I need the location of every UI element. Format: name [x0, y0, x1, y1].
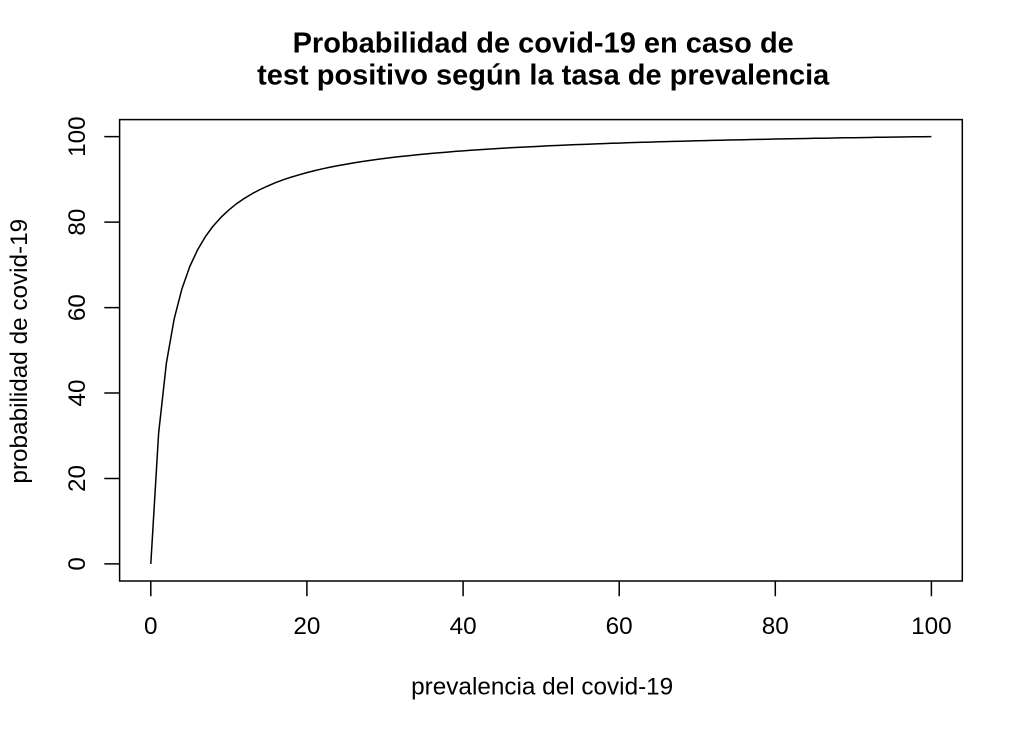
- svg-text:20: 20: [293, 613, 320, 640]
- svg-text:40: 40: [64, 379, 91, 406]
- svg-text:prevalencia del covid-19: prevalencia del covid-19: [411, 673, 673, 700]
- svg-text:100: 100: [64, 116, 91, 157]
- svg-text:80: 80: [64, 209, 91, 236]
- svg-text:0: 0: [64, 557, 91, 571]
- svg-text:100: 100: [911, 613, 952, 640]
- svg-text:Probabilidad de covid-19 en ca: Probabilidad de covid-19 en caso de: [293, 28, 794, 60]
- svg-text:40: 40: [450, 613, 477, 640]
- svg-text:80: 80: [762, 613, 789, 640]
- svg-text:20: 20: [64, 465, 91, 492]
- svg-text:0: 0: [144, 613, 158, 640]
- svg-text:probabilidad de covid-19: probabilidad de covid-19: [6, 219, 33, 484]
- svg-text:60: 60: [606, 613, 633, 640]
- svg-text:test positivo según la tasa de: test positivo según la tasa de prevalenc…: [257, 60, 830, 92]
- svg-text:60: 60: [64, 294, 91, 321]
